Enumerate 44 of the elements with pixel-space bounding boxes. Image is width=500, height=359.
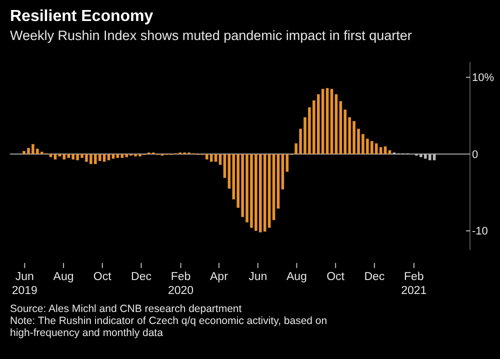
bar: [116, 154, 120, 158]
x-tick-label: Apr: [210, 271, 228, 283]
bar: [210, 154, 213, 162]
y-tick-label: 0: [472, 148, 478, 161]
chart-subtitle: Weekly Rushin Index shows muted pandemic impact in first quarter: [10, 28, 412, 43]
x-tick-label: Feb 2020: [168, 271, 194, 297]
bar: [98, 154, 102, 161]
x-tick-label: Jun: [248, 271, 268, 283]
x-tick-label: Feb 2021: [401, 271, 427, 297]
y-tick-label: 10%: [472, 72, 494, 84]
x-tick-label: Dec: [131, 271, 152, 283]
x-tick-label: Aug: [286, 271, 307, 283]
bar: [263, 154, 266, 232]
source-note: Source: Ales Michl and CNB research department: [10, 303, 242, 315]
x-tick-label: Aug: [53, 271, 74, 283]
bar: [62, 154, 66, 160]
bar: [223, 154, 226, 178]
bar: [326, 88, 329, 154]
bar: [339, 101, 342, 154]
bar: [218, 154, 222, 165]
bar: [214, 154, 218, 162]
x-tick-label: Jun 2019: [12, 271, 38, 297]
chart-title: Resilient Economy: [10, 8, 154, 25]
bar: [286, 154, 289, 172]
x-tick-label: Dec: [364, 271, 385, 283]
bar: [330, 88, 334, 154]
bar: [388, 150, 392, 154]
bar: [379, 147, 382, 154]
bar: [54, 154, 57, 160]
bar: [276, 154, 280, 209]
bar: [281, 154, 284, 190]
bar: [268, 154, 271, 228]
y-tick-label: -10: [472, 226, 488, 238]
bar: [321, 88, 324, 154]
bar: [272, 154, 276, 220]
text: Note: The Rushin indicator of Czech q/q economic activity, based on high-frequency and monthly data: [10, 315, 328, 339]
bar: [120, 154, 124, 158]
bar: [94, 154, 97, 164]
x-tick-label: Oct: [326, 271, 346, 283]
bar: [205, 154, 208, 160]
bar: [334, 94, 338, 154]
bar: [102, 154, 106, 162]
x-tick-label: Oct: [93, 271, 112, 283]
bar: [316, 94, 320, 154]
